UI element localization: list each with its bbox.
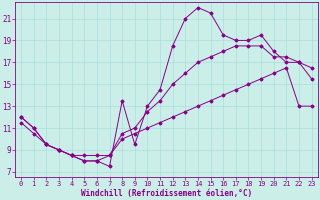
X-axis label: Windchill (Refroidissement éolien,°C): Windchill (Refroidissement éolien,°C) — [81, 189, 252, 198]
